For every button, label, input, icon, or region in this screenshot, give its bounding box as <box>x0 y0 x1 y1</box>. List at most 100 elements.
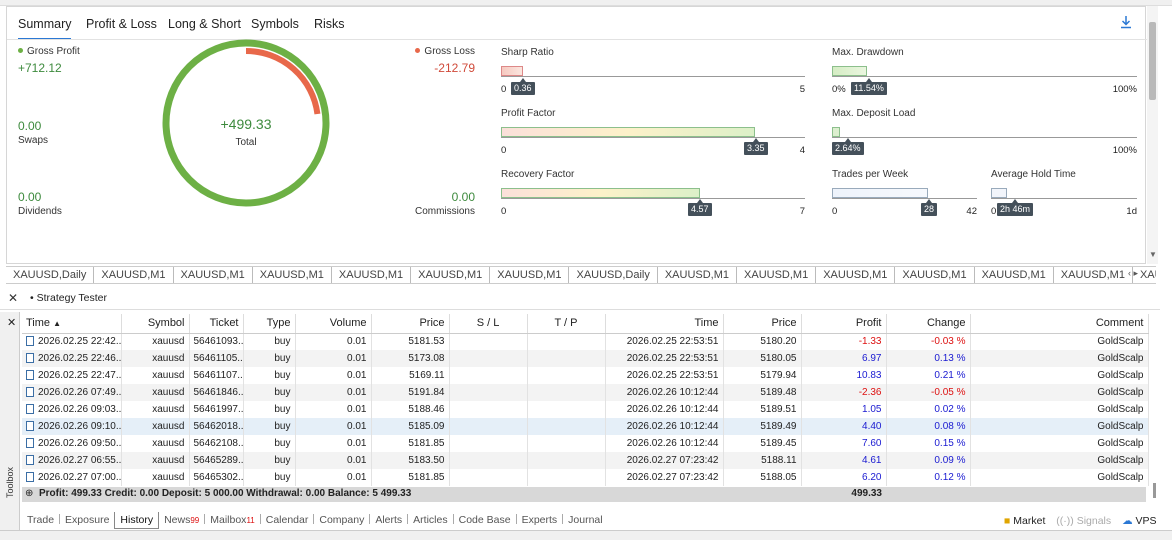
cell-value: buy <box>274 353 291 364</box>
tab-profit-loss[interactable]: Profit & Loss <box>86 17 157 31</box>
sharp-ratio-title: Sharp Ratio <box>501 47 554 58</box>
chart-tab[interactable]: XAUUSD,Daily <box>569 267 658 283</box>
tab-exposure[interactable]: Exposure <box>65 514 110 526</box>
vps-label: VPS <box>1135 515 1157 527</box>
report-scrollbar[interactable] <box>1147 6 1158 264</box>
header-tp[interactable]: T / P <box>527 314 606 334</box>
chart-tab[interactable]: XAUUSD,M1 <box>253 267 332 283</box>
tab-company[interactable]: Company <box>319 514 365 526</box>
chart-tab[interactable]: XAUUSD,Daily <box>6 267 95 283</box>
table-cell: GoldScalp <box>970 367 1149 384</box>
tab-articles[interactable]: Articles <box>413 514 448 526</box>
table-cell <box>527 333 606 350</box>
table-cell: 5191.84 <box>371 384 450 401</box>
recovery-factor-marker: 4.57 <box>688 199 712 216</box>
table-cell: GoldScalp <box>970 350 1149 367</box>
header-volume[interactable]: Volume <box>295 314 372 334</box>
table-row[interactable]: 2026.02.25 22:46... xauusd 56461105... buy 0… <box>22 350 1149 367</box>
chart-tab[interactable]: XAUUSD,M1 <box>332 267 412 283</box>
chart-tab[interactable]: XAUUSD,M1 <box>1054 267 1133 283</box>
tab-experts[interactable]: Experts <box>521 514 558 526</box>
donut-profit-ring <box>162 39 330 207</box>
table-cell: buy <box>243 384 296 401</box>
header-close-time[interactable]: Time <box>605 314 724 334</box>
table-cell: 5181.85 <box>371 435 450 452</box>
chart-tab[interactable]: XAUUSI <box>1133 267 1156 283</box>
cell-value: 2026.02.26 10:12:44 <box>626 404 719 415</box>
tab-symbols[interactable]: Symbols <box>251 17 299 31</box>
cell-value: 5189.51 <box>760 404 797 415</box>
table-cell: 0.15 % <box>886 435 971 452</box>
table-cell: -1.33 <box>801 333 887 350</box>
cell-value: 0.01 <box>347 387 367 398</box>
scroll-down-icon[interactable]: ▼ <box>1149 250 1157 259</box>
header-sl[interactable]: S / L <box>449 314 528 334</box>
signals-button[interactable]: ((·)) Signals <box>1056 515 1111 527</box>
chart-tab[interactable]: XAUUSD,M1 <box>94 267 174 283</box>
chart-tab[interactable]: XAUUSD,M1 <box>975 267 1054 283</box>
table-row[interactable]: 2026.02.27 06:55... xauusd 56465289... buy 0… <box>22 452 1149 469</box>
header-change[interactable]: Change <box>886 314 971 334</box>
close-toolbox-icon[interactable]: ✕ <box>7 317 17 329</box>
tab-code-base[interactable]: Code Base <box>458 514 511 526</box>
table-row[interactable]: 2026.02.26 07:49... xauusd 56461846... buy 0… <box>22 384 1149 401</box>
toolbox-tabs: Trade Exposure History News99 Mailbox11 Calen… <box>22 512 1172 530</box>
table-row[interactable]: 2026.02.25 22:47... xauusd 56461107... buy 0… <box>22 367 1149 384</box>
tab-trade[interactable]: Trade <box>27 514 55 526</box>
profit-factor-bar <box>501 127 755 137</box>
market-button[interactable]: ■ Market <box>1004 515 1045 527</box>
market-bag-icon: ■ <box>1004 515 1011 527</box>
cell-value: 2026.02.26 10:12:44 <box>626 438 719 449</box>
table-cell: xauusd <box>121 350 190 367</box>
table-row[interactable]: 2026.02.26 09:50... xauusd 56462108... buy 0… <box>22 435 1149 452</box>
tab-history[interactable]: History <box>114 512 160 529</box>
table-scrollbar-thumb[interactable] <box>1153 483 1156 498</box>
table-cell: 5189.48 <box>723 384 802 401</box>
expand-summary-icon[interactable]: ⊕ <box>25 488 34 499</box>
tab-mailbox[interactable]: Mailbox11 <box>205 512 260 529</box>
table-row[interactable]: 2026.02.26 09:03... xauusd 56461997... buy 0… <box>22 401 1149 418</box>
chart-tab[interactable]: XAUUSD,M1 <box>737 267 817 283</box>
chart-tab[interactable]: XAUUSD,M1 <box>411 267 491 283</box>
tab-summary[interactable]: Summary <box>18 17 72 40</box>
cell-value: 5185.09 <box>408 421 445 432</box>
table-row[interactable]: 2026.02.27 07:00... xauusd 56465302... buy 0… <box>22 469 1149 486</box>
table-cell: 2026.02.25 22:53:51 <box>605 367 724 384</box>
tab-calendar[interactable]: Calendar <box>265 514 309 526</box>
header-profit[interactable]: Profit <box>801 314 887 334</box>
table-cell: 6.97 <box>801 350 887 367</box>
tab-alerts[interactable]: Alerts <box>375 514 403 526</box>
header-close-price[interactable]: Price <box>723 314 802 334</box>
table-row[interactable]: 2026.02.25 22:42... xauusd 56461093... buy 0… <box>22 333 1149 350</box>
table-cell: 56465302... <box>189 469 244 486</box>
header-symbol[interactable]: Symbol <box>121 314 190 334</box>
header-price[interactable]: Price <box>371 314 450 334</box>
chart-tab[interactable]: XAUUSD,M1 <box>895 267 975 283</box>
header-type[interactable]: Type <box>243 314 296 334</box>
cell-value: 10.83 <box>856 370 882 381</box>
table-cell: 5189.49 <box>723 418 802 435</box>
gross-profit-dot-icon <box>18 48 23 53</box>
header-comment[interactable]: Comment <box>970 314 1149 334</box>
close-strategy-tester-icon[interactable]: ✕ <box>8 291 19 305</box>
header-ticket[interactable]: Ticket <box>189 314 244 334</box>
report-scrollbar-thumb[interactable] <box>1149 22 1156 100</box>
chart-tabs-nav-icon[interactable]: ‹ ▸ <box>1128 268 1139 278</box>
vps-button[interactable]: ☁ VPS <box>1122 515 1156 527</box>
strategy-tester-bar: ✕ • Strategy Tester <box>0 288 1160 310</box>
tab-long-short[interactable]: Long & Short <box>168 17 241 31</box>
top-strip <box>0 0 1172 6</box>
tab-news[interactable]: News99 <box>159 512 204 529</box>
chart-tab[interactable]: XAUUSD,M1 <box>174 267 253 283</box>
chart-tab[interactable]: XAUUSD,M1 <box>658 267 738 283</box>
chart-tab[interactable]: XAUUSD,M1 <box>490 267 570 283</box>
table-cell: 5180.20 <box>723 333 802 350</box>
tab-journal[interactable]: Journal <box>568 514 603 526</box>
table-row[interactable]: 2026.02.26 09:10... xauusd 56462018... buy 0… <box>22 418 1149 435</box>
cell-value: 5189.45 <box>760 438 797 449</box>
download-icon[interactable] <box>1119 15 1133 29</box>
tab-risks[interactable]: Risks <box>314 17 345 31</box>
chart-tab[interactable]: XAUUSD,M1 <box>816 267 896 283</box>
table-cell: 2026.02.25 22:42... <box>22 333 122 350</box>
header-time[interactable]: Time ▲ <box>22 314 122 334</box>
